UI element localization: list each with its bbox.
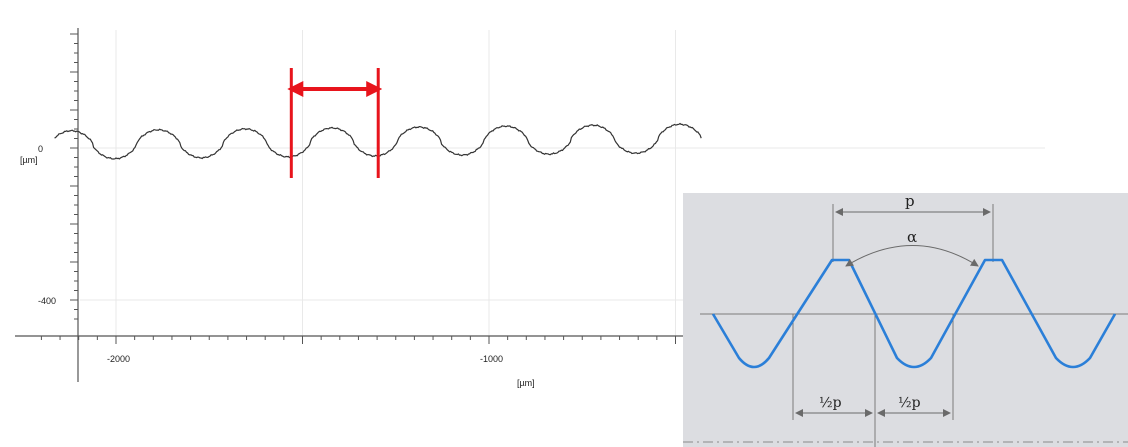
angle-dimension-arc [845,245,979,267]
profile-chart: -2000 -1000 0 -400 [µm] [µm] [15,28,1045,388]
chart-ticks: -2000 -1000 0 -400 [38,33,676,364]
inset-background [683,193,1128,447]
y-tick-label: 0 [38,144,43,154]
half-pitch-right-label: ½p [898,395,921,411]
y-tick-label: -400 [38,296,56,306]
thread-geometry-inset: p α ½p ½p [683,192,1128,447]
pitch-annotation [287,68,383,178]
chart-axes [15,28,683,382]
angle-label: α [907,228,917,246]
inset-thread-profile [711,258,1117,369]
x-tick-label: -1000 [480,354,503,364]
x-unit-label: [µm] [517,378,535,388]
y-unit-label: [µm] [20,155,38,165]
pitch-label: p [905,192,915,210]
half-pitch-left-label: ½p [819,395,842,411]
x-tick-label: -2000 [107,354,130,364]
